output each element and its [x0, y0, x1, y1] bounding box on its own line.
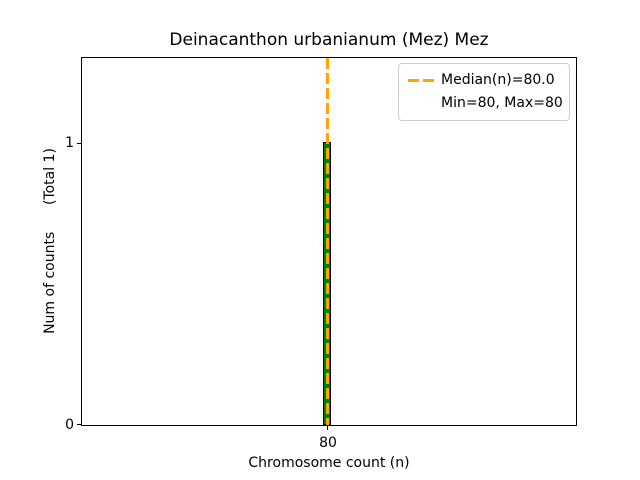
y-tick-label-1: 1: [65, 135, 74, 151]
x-tick-mark-80: [327, 426, 328, 430]
median-line-sample-icon: [408, 79, 434, 82]
legend-minmax-label: Min=80, Max=80: [441, 95, 563, 111]
x-axis-label: Chromosome count (n): [248, 455, 410, 471]
y-tick-mark-1: [77, 143, 81, 144]
y-tick-label-0: 0: [65, 417, 74, 433]
legend-entry-median: Median(n)=80.0: [408, 71, 560, 90]
legend-median-label: Median(n)=80.0: [441, 72, 555, 88]
y-tick-mark-0: [77, 424, 81, 425]
plot-title: Deinacanthon urbanianum (Mez) Mez: [169, 30, 489, 50]
legend-entry-minmax: Min=80, Max=80: [408, 94, 563, 113]
legend-handle-spacer: [408, 102, 434, 105]
legend: Median(n)=80.0 Min=80, Max=80: [398, 63, 570, 121]
median-dashed-line: [326, 58, 329, 425]
plot-area: Median(n)=80.0 Min=80, Max=80: [77, 57, 577, 430]
y-axis-label: Num of counts (Total 1): [42, 148, 58, 334]
x-tick-label-80: 80: [319, 435, 337, 451]
